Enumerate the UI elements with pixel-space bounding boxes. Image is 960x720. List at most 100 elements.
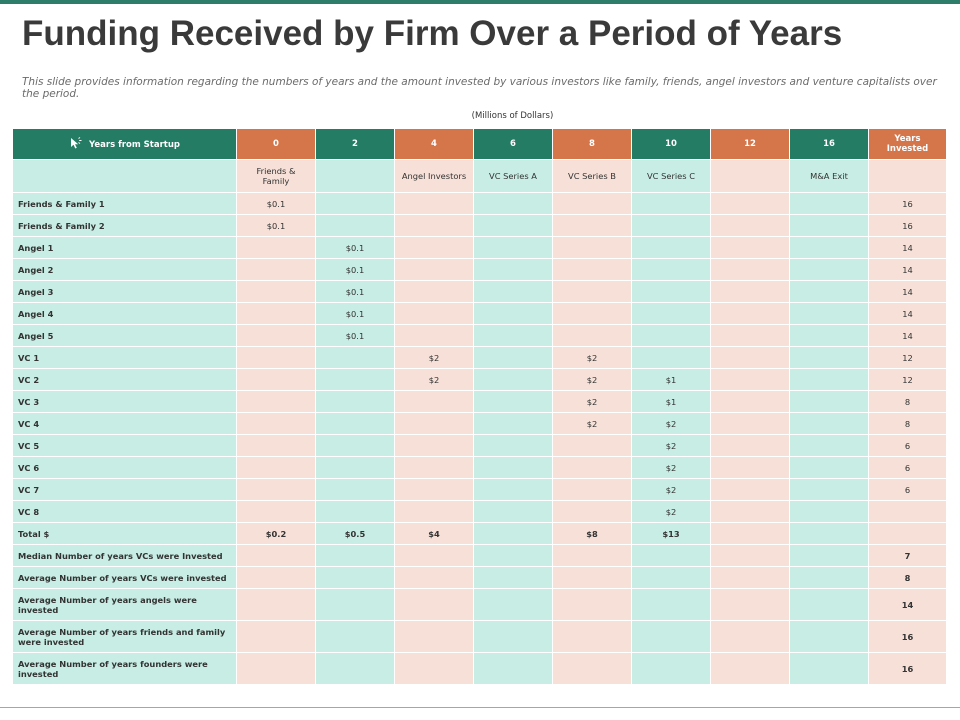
years-invested-cell: 8 [868,390,947,413]
value-cell [473,434,553,457]
value-cell: $0.1 [315,302,395,325]
value-cell: $2 [631,500,711,523]
table-row: Average Number of years angels were inve… [12,588,947,621]
value-cell [552,456,632,479]
value-cell [394,588,474,621]
value-cell [236,456,316,479]
header-year: 0 [236,128,316,160]
value-cell [552,620,632,653]
value-cell [789,620,869,653]
value-cell [631,192,711,215]
value-cell [236,478,316,501]
value-cell [394,214,474,237]
value-cell [315,390,395,413]
value-cell [552,566,632,589]
value-cell [552,434,632,457]
row-label: Angel 5 [12,324,237,347]
table-row: VC 8 $2 [12,500,947,523]
value-cell [315,500,395,523]
years-invested-cell: 6 [868,456,947,479]
stage-cell: VC Series B [552,159,632,193]
years-invested-cell: 14 [868,302,947,325]
value-cell [473,412,553,435]
value-cell: $2 [631,478,711,501]
value-cell [315,192,395,215]
row-label: Average Number of years founders were in… [12,652,237,685]
value-cell [473,236,553,259]
header-year: 16 [789,128,869,160]
value-cell [789,456,869,479]
years-invested-cell: 14 [868,324,947,347]
years-invested-cell: 14 [868,258,947,281]
table-row: VC 6 $2 6 [12,456,947,479]
value-cell [710,236,790,259]
table-row: VC 1 $2 $2 12 [12,346,947,369]
value-cell: $1 [631,390,711,413]
value-cell [473,522,553,545]
value-cell [236,566,316,589]
value-cell [473,500,553,523]
value-cell [552,324,632,347]
top-accent-bar [0,0,960,4]
table-row: Average Number of years VCs were investe… [12,566,947,589]
value-cell [789,280,869,303]
value-cell [473,258,553,281]
row-label: Average Number of years friends and fami… [12,620,237,653]
value-cell: $2 [631,456,711,479]
value-cell [473,302,553,325]
header-years-from-startup: Years from Startup [12,128,237,160]
value-cell: $2 [552,412,632,435]
years-invested-cell: 6 [868,434,947,457]
value-cell [315,434,395,457]
value-cell: $0.5 [315,522,395,545]
value-cell [394,302,474,325]
value-cell: $0.1 [315,258,395,281]
value-cell: $2 [552,368,632,391]
value-cell: $2 [394,346,474,369]
table-row: Friends & Family 2 $0.1 16 [12,214,947,237]
years-invested-cell: 8 [868,412,947,435]
value-cell [631,236,711,259]
value-cell [552,214,632,237]
stage-cell: M&A Exit [789,159,869,193]
value-cell: $0.1 [236,214,316,237]
row-label: Angel 4 [12,302,237,325]
value-cell [473,390,553,413]
value-cell [710,346,790,369]
stage-cell: Angel Investors [394,159,474,193]
page-subtitle: This slide provides information regardin… [22,76,937,100]
header-years-from-startup-label: Years from Startup [89,139,180,150]
value-cell [394,544,474,567]
value-cell [789,390,869,413]
row-label: VC 7 [12,478,237,501]
value-cell: $1 [631,368,711,391]
years-invested-cell: 14 [868,280,947,303]
value-cell [315,652,395,685]
value-cell [710,620,790,653]
value-cell [631,302,711,325]
stage-cell: VC Series A [473,159,553,193]
value-cell: $13 [631,522,711,545]
value-cell: $0.1 [315,280,395,303]
years-invested-cell: 14 [868,236,947,259]
value-cell [789,346,869,369]
row-label: Friends & Family 1 [12,192,237,215]
stage-cell: VC Series C [631,159,711,193]
value-cell: $4 [394,522,474,545]
value-cell [236,390,316,413]
value-cell [236,412,316,435]
table-row: Angel 2 $0.1 14 [12,258,947,281]
value-cell: $2 [631,434,711,457]
value-cell [394,566,474,589]
table-row: Average Number of years founders were in… [12,652,947,685]
value-cell [236,434,316,457]
value-cell: $0.1 [315,236,395,259]
value-cell [236,280,316,303]
years-invested-cell [868,500,947,523]
value-cell [631,652,711,685]
table-row: Average Number of years friends and fami… [12,620,947,653]
value-cell [631,620,711,653]
value-cell [473,324,553,347]
value-cell [473,620,553,653]
stage-cell: Friends & Family [236,159,316,193]
